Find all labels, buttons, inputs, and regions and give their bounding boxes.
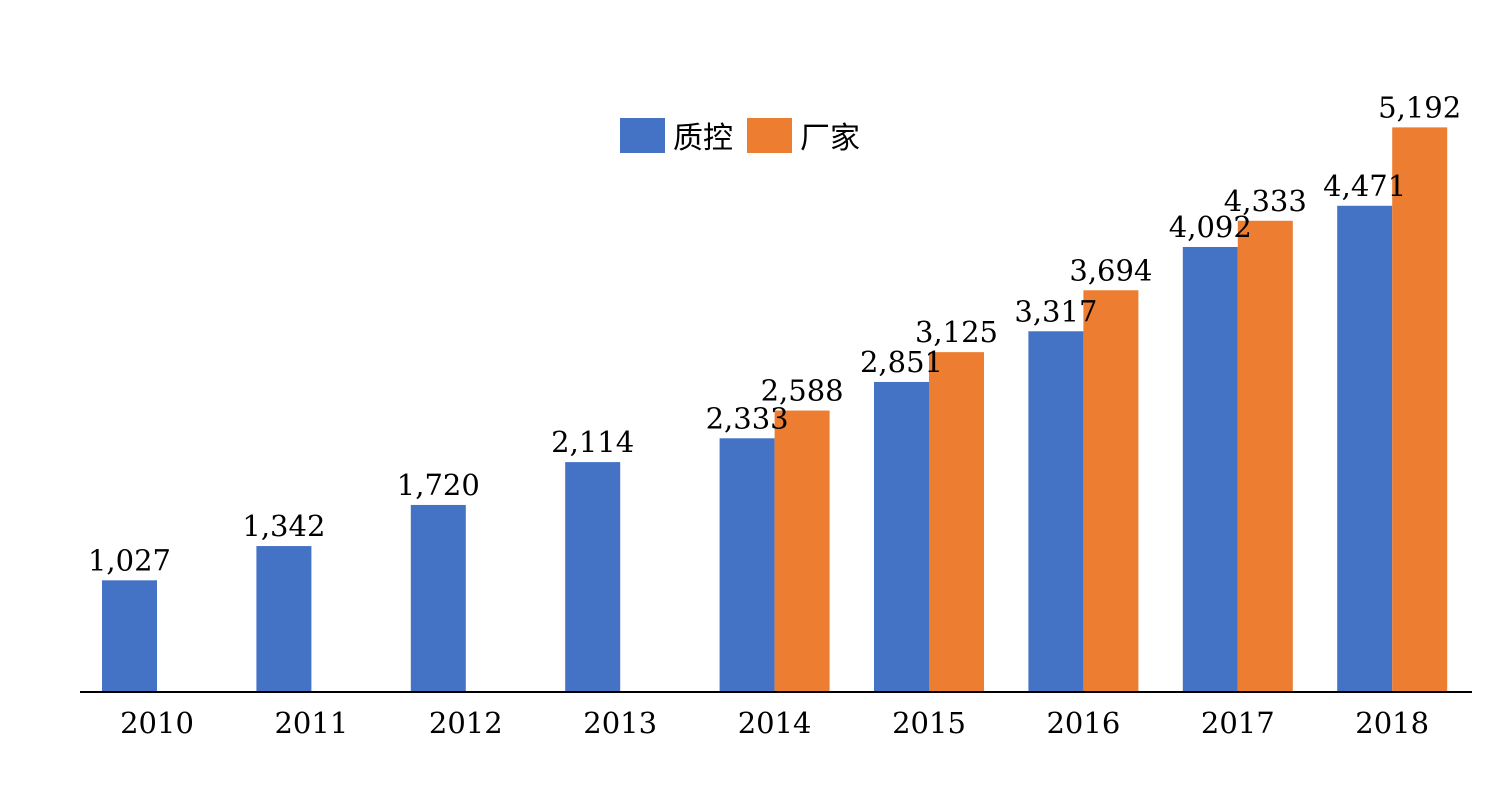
x-tick-label-2018: 2018: [1355, 706, 1429, 740]
x-tick-label-2013: 2013: [583, 706, 657, 740]
data-label-changjia-2016: 3,694: [1069, 253, 1152, 287]
bars-group: [102, 127, 1448, 693]
bar-zhikong-2012: [410, 504, 466, 692]
bar-zhikong-2010: [102, 580, 157, 692]
legend-swatch-zhikong: [620, 117, 665, 153]
data-label-zhikong-2016: 3,317: [1014, 294, 1097, 328]
legend-label-zhikong: 质控: [673, 121, 733, 156]
bar-changjia-2015: [929, 352, 984, 692]
bar-zhikong-2018: [1337, 205, 1393, 692]
x-tick-label-2012: 2012: [429, 706, 503, 740]
data-label-changjia-2017: 4,333: [1224, 184, 1307, 218]
data-label-changjia-2018: 5,192: [1378, 90, 1461, 124]
legend-item-changjia: 厂家: [747, 113, 860, 157]
x-tick-label-2014: 2014: [738, 706, 812, 740]
data-label-zhikong-2018: 4,471: [1323, 169, 1406, 203]
data-label-changjia-2015: 3,125: [915, 315, 998, 349]
data-label-changjia-2014: 2,588: [761, 374, 844, 408]
bar-changjia-2014: [774, 410, 830, 692]
data-label-zhikong-2015: 2,851: [860, 345, 943, 379]
bar-zhikong-2016: [1028, 331, 1084, 692]
legend-item-zhikong: 质控: [620, 113, 733, 157]
data-label-zhikong-2013: 2,114: [551, 425, 634, 459]
bar-zhikong-2014: [719, 438, 775, 692]
x-tick-label-2011: 2011: [274, 706, 348, 740]
x-tick-label-2017: 2017: [1201, 706, 1275, 740]
data-label-zhikong-2014: 2,333: [706, 401, 789, 435]
legend-swatch-changjia: [747, 117, 792, 153]
bar-changjia-2016: [1083, 290, 1139, 692]
x-tick-label-2015: 2015: [892, 706, 966, 740]
data-label-zhikong-2012: 1,720: [397, 468, 480, 502]
data-label-zhikong-2011: 1,342: [242, 509, 325, 543]
x-tick-label-2016: 2016: [1046, 706, 1120, 740]
bar-zhikong-2013: [565, 462, 621, 692]
bar-changjia-2017: [1237, 220, 1293, 692]
bar-zhikong-2015: [874, 381, 929, 692]
bar-changjia-2018: [1392, 127, 1448, 693]
x-tick-labels-group: 2010 2011 2012 2013 2014 2015 2016 2017 2018: [120, 706, 1429, 740]
data-label-zhikong-2017: 4,092: [1169, 210, 1252, 244]
x-tick-label-2010: 2010: [120, 706, 194, 740]
legend: 质控 厂家: [620, 113, 874, 157]
data-label-zhikong-2010: 1,027: [88, 543, 171, 577]
bar-zhikong-2011: [256, 546, 312, 692]
legend-label-changjia: 厂家: [800, 121, 860, 156]
bar-zhikong-2017: [1182, 246, 1238, 692]
